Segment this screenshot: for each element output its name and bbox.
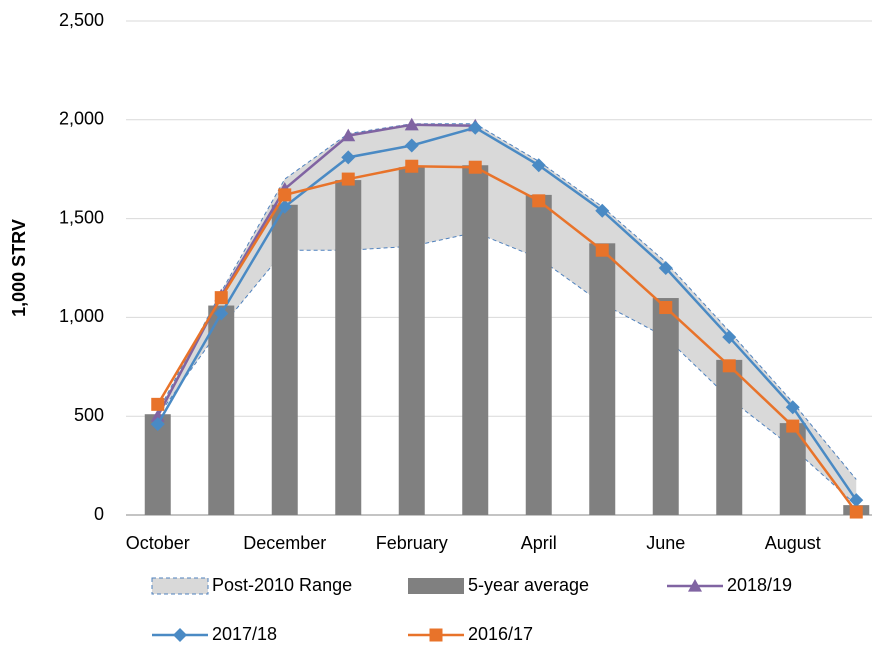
marker: [849, 493, 864, 508]
marker: [404, 138, 419, 153]
bar: [271, 204, 298, 515]
marker: [722, 330, 737, 345]
marker: [341, 128, 356, 142]
bar: [208, 305, 235, 515]
x-tick-label: December: [243, 533, 326, 553]
legend-swatch: [151, 577, 209, 595]
y-tick-label: 1,000: [59, 306, 104, 326]
y-tick-label: 1,500: [59, 207, 104, 227]
marker: [659, 301, 673, 315]
y-tick-label: 2,500: [59, 10, 104, 30]
marker: [531, 158, 546, 173]
marker: [532, 194, 546, 208]
x-tick-label: October: [126, 533, 190, 553]
line: [156, 164, 858, 513]
x-tick-label: June: [646, 533, 685, 553]
range-area: [157, 123, 857, 506]
legend-swatch: [408, 578, 464, 594]
x-tick-label: April: [521, 533, 557, 553]
marker: [150, 417, 165, 432]
marker: [722, 359, 736, 373]
marker: [468, 160, 482, 174]
bar: [589, 243, 616, 516]
marker: [849, 505, 863, 519]
marker: [214, 306, 229, 321]
y-axis-title: 1,000 STRV: [9, 219, 29, 317]
y-tick-label: 0: [94, 504, 104, 524]
marker: [595, 243, 609, 257]
legend-marker: [173, 628, 187, 642]
legend-label: 5-year average: [468, 575, 589, 595]
x-tick-label: August: [765, 533, 821, 553]
marker: [278, 188, 292, 202]
x-tick-label: February: [376, 533, 448, 553]
bar: [525, 194, 552, 515]
bar: [462, 165, 489, 516]
legend-marker: [429, 628, 443, 642]
marker: [595, 203, 610, 218]
marker: [151, 397, 165, 411]
marker: [468, 120, 483, 135]
bar: [398, 167, 425, 515]
marker: [214, 291, 228, 305]
marker: [341, 172, 355, 186]
y-tick-label: 500: [74, 405, 104, 425]
bar: [335, 180, 362, 515]
legend-label: Post-2010 Range: [212, 575, 352, 595]
marker: [277, 199, 292, 214]
bar: [652, 298, 679, 515]
marker: [785, 400, 800, 415]
marker: [658, 261, 673, 275]
legend-label: 2018/19: [727, 575, 792, 595]
legend-marker: [688, 579, 702, 592]
legend-label: 2017/18: [212, 624, 277, 644]
legend-label: 2016/17: [468, 624, 533, 644]
marker: [405, 159, 419, 173]
marker: [341, 150, 356, 165]
marker: [404, 117, 419, 131]
y-tick-label: 2,000: [59, 109, 104, 129]
line: [156, 126, 858, 501]
bar: [716, 359, 743, 515]
marker: [786, 419, 800, 433]
